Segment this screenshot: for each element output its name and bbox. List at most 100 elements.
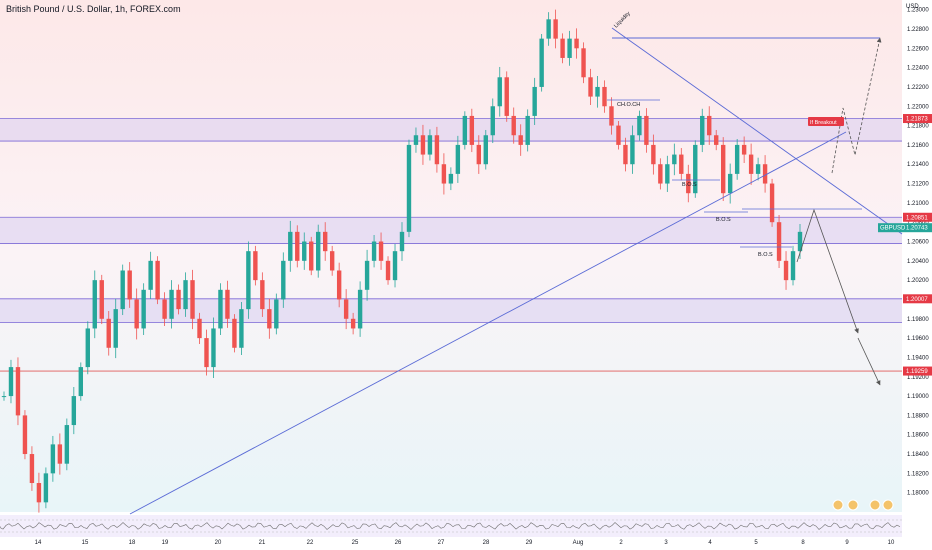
price-tag-label: 1.20743: [906, 226, 928, 232]
zone-fill: [0, 217, 902, 244]
zone-fill: [0, 118, 902, 142]
candle-body: [769, 183, 775, 223]
oscillator-line: [0, 522, 901, 530]
candle-body: [204, 338, 209, 368]
candle-body: [141, 289, 146, 329]
candle-body: [427, 135, 433, 155]
candle-body: [85, 328, 90, 368]
price-scale-background: [902, 0, 932, 550]
candle-body: [316, 231, 321, 271]
candle-body: [309, 241, 314, 271]
candle-body: [120, 270, 125, 310]
candle-body: [518, 135, 523, 145]
candle-body: [783, 260, 789, 281]
event-flag-icon: [847, 499, 859, 511]
candle-body: [623, 144, 628, 165]
price-tick-label: 1.22400: [907, 66, 929, 72]
candle-body: [762, 164, 768, 184]
candle-body: [364, 260, 370, 290]
price-tag-label: 1.20851: [906, 215, 928, 221]
candle-body: [700, 115, 705, 145]
candle-body: [665, 164, 670, 184]
candle-body: [707, 115, 712, 136]
price-tick-label: 1.18000: [907, 491, 929, 497]
candle-body: [686, 173, 691, 194]
candle-body: [15, 367, 21, 416]
price-tick-label: 1.21600: [907, 143, 929, 149]
time-tick-label: 26: [395, 540, 402, 546]
candle-body: [22, 415, 28, 455]
candle-body: [797, 231, 803, 252]
symbol-tag-label: GBPUSD: [880, 226, 906, 232]
candle-body: [448, 173, 454, 184]
time-tick-label: 10: [888, 540, 895, 546]
candle-body: [413, 135, 419, 145]
price-tick-label: 1.20200: [907, 278, 929, 284]
price-tag: [903, 223, 932, 233]
candle-body: [260, 280, 265, 310]
candle-body: [371, 241, 377, 261]
candle-body: [302, 241, 307, 261]
annotation-label: CH.O.CH: [617, 102, 640, 108]
time-tick-label: 3: [664, 540, 668, 546]
event-flag-icon: [869, 499, 881, 511]
time-tick-label: 5: [754, 540, 758, 546]
candle-body: [734, 144, 740, 174]
candle-body: [539, 38, 544, 87]
if-breakout-tag: [808, 117, 844, 126]
candle-body: [183, 280, 188, 310]
candle-body: [357, 289, 363, 329]
time-tick-label: 8: [801, 540, 805, 546]
candle-body: [232, 318, 237, 348]
candle-body: [637, 115, 642, 136]
time-tick-label: 4: [708, 540, 712, 546]
time-tick-label: 29: [526, 540, 533, 546]
price-tag-label: 1.19259: [906, 369, 928, 375]
candle-body: [64, 425, 70, 464]
price-tag-label: 1.21873: [906, 117, 928, 123]
price-tick-label: 1.20600: [907, 240, 929, 246]
candle-body: [239, 309, 244, 348]
candle-body: [679, 154, 684, 174]
breakout-projection-arrow: [831, 37, 882, 174]
price-tick-label: 1.19400: [907, 355, 929, 361]
candle-body: [113, 309, 118, 348]
candle-body: [211, 328, 216, 368]
price-tick-label: 1.20800: [907, 220, 929, 226]
price-tick-label: 1.22800: [907, 27, 929, 33]
price-tick-label: 1.19800: [907, 317, 929, 323]
price-tick-label: 1.21800: [907, 124, 929, 130]
candle-body: [71, 396, 77, 426]
price-tick-label: 1.19200: [907, 375, 929, 381]
candle-body: [336, 270, 342, 300]
candle-body: [281, 260, 286, 300]
candle-body: [329, 251, 335, 271]
time-tick-label: 9: [845, 540, 849, 546]
candle-body: [581, 48, 586, 78]
candle-body: [155, 260, 160, 300]
candle-body: [253, 251, 258, 281]
price-tick-label: 1.18800: [907, 413, 929, 419]
candle-body: [644, 115, 649, 145]
price-tag: [903, 294, 932, 304]
candle-body: [560, 38, 565, 58]
event-flag-icon: [882, 499, 894, 511]
candle-body: [420, 135, 426, 155]
time-tick-label: 2: [619, 540, 623, 546]
candle-body: [225, 289, 230, 319]
descending-trendline: [611, 27, 903, 235]
annotation-label: B.O.S: [682, 182, 697, 188]
candle-body: [106, 318, 111, 348]
annotation-label: B.O.S: [758, 252, 773, 258]
ascending-trendline: [129, 131, 847, 515]
symbol-tag: [878, 223, 903, 233]
chart-title: British Pound / U.S. Dollar, 1h, FOREX.c…: [6, 4, 181, 14]
candle-body: [385, 260, 391, 281]
candle-body: [378, 241, 384, 261]
candle-body: [511, 115, 516, 136]
candle-body: [322, 231, 328, 252]
candle-body: [574, 38, 579, 49]
price-tick-label: 1.23000: [907, 8, 929, 14]
candle-body: [1, 396, 7, 398]
candle-body: [267, 309, 272, 329]
